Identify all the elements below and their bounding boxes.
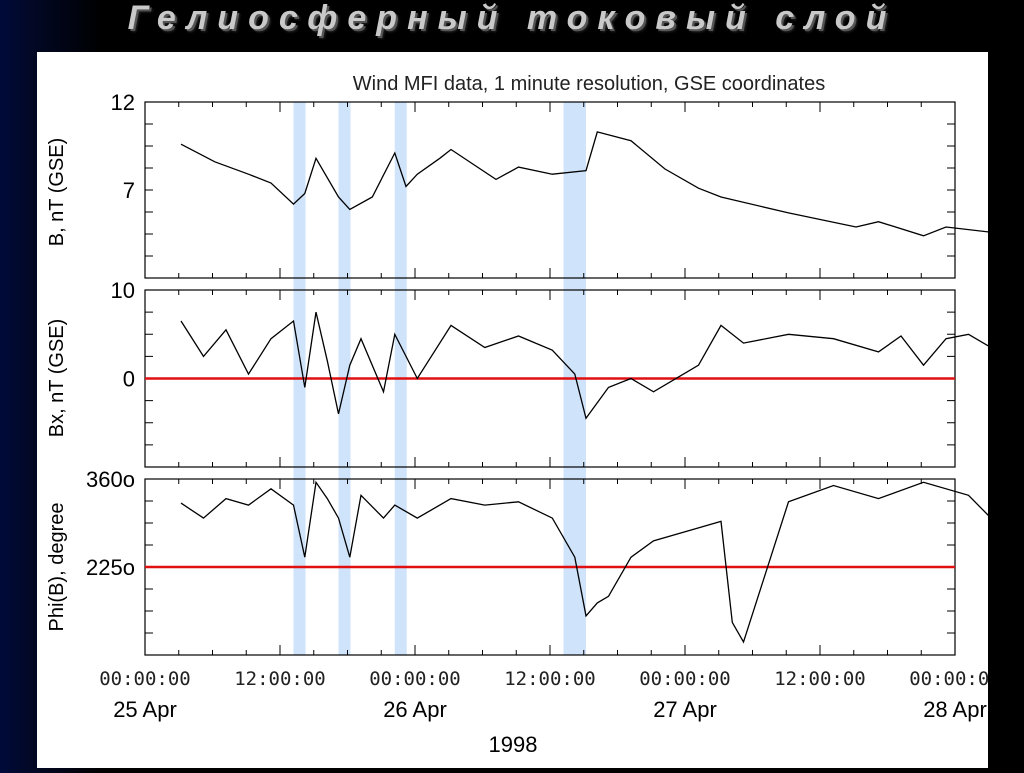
series-line-panel-3 [180,480,1003,644]
chart-svg: Wind MFI data, 1 minute resolution, GSE … [46,73,1024,757]
y-tick-label: 360o [86,467,135,492]
reference-lines [145,377,955,569]
day-label: 25 Apr [113,697,177,722]
x-tick-labels: 00:00:00 12:00:00 00:00:00 12:00:00 00:00:00… [99,668,1001,690]
data-traces [180,131,1024,644]
day-label: 27 Apr [653,697,717,722]
y-axis-label-3: Phi(B), degree [46,503,68,632]
figure-panel: Wind MFI data, 1 minute resolution, GSE … [37,52,1024,768]
x-tick-label: 12:00:00 [774,668,866,690]
day-label: 26 Apr [383,697,447,722]
x-tick-label: 00:00:00 [369,668,461,690]
x-tick-label: 00:00:00 [639,668,731,690]
year-label: 1998 [489,732,538,757]
series-line-panel-2 [180,311,1003,420]
y-tick-label: 225o [86,555,135,580]
y-tick-labels: 12 7 10 0 360o 225o [86,90,135,580]
y-axis-label-1: B, nT (GSE) [46,138,68,247]
x-tick-label: 12:00:00 [504,668,596,690]
y-tick-label: 10 [111,278,135,303]
day-labels: 25 Apr 26 Apr 27 Apr 28 Apr [113,697,987,722]
chart-title: Wind MFI data, 1 minute resolution, GSE … [353,73,825,95]
y-tick-label: 12 [111,90,135,115]
x-tick-label: 00:00:00 [99,668,191,690]
panel-frame-1 [144,101,956,279]
y-tick-label: 7 [123,178,135,203]
y-tick-label: 0 [123,367,135,392]
slide-title: Гелиосферный токовый слой [127,0,897,37]
x-tick-label: 12:00:00 [234,668,326,690]
day-label: 28 Apr [923,697,987,722]
y-axis-label-2: Bx, nT (GSE) [46,319,68,438]
series-line-panel-1 [180,131,1024,242]
x-tick-label: 00:00:00 [909,668,988,690]
y-axis-labels: B, nT (GSE) Bx, nT (GSE) Phi(B), degree [46,138,68,632]
